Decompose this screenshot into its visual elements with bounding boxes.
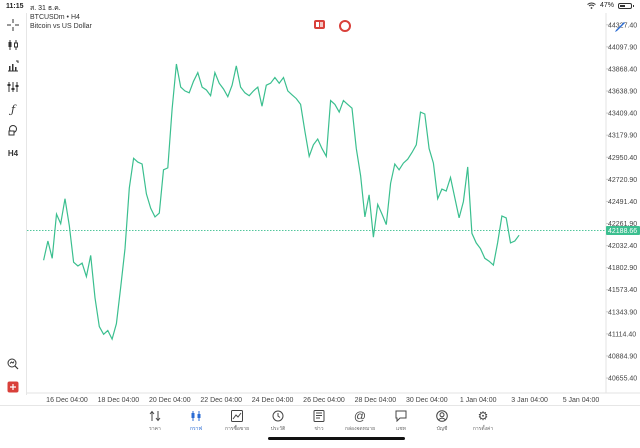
x-tick-label: 5 Jan 04:00 bbox=[563, 397, 600, 404]
indicators-icon[interactable] bbox=[5, 58, 21, 74]
y-tick-label: 43868.40 bbox=[608, 66, 637, 73]
candle-type-icon[interactable] bbox=[5, 37, 21, 53]
tab-label: การตั้งค่า bbox=[472, 426, 494, 432]
x-tick-label: 1 Jan 04:00 bbox=[460, 397, 497, 404]
x-tick-label: 3 Jan 04:00 bbox=[511, 397, 548, 404]
x-tick-label: 28 Dec 04:00 bbox=[355, 397, 397, 404]
tab-quotes[interactable]: ราคา bbox=[135, 409, 175, 433]
timeframe-button[interactable]: H4 bbox=[7, 148, 19, 158]
y-tick-label: 43409.40 bbox=[608, 111, 637, 118]
tab-label: ข่าว bbox=[314, 426, 324, 432]
home-indicator bbox=[268, 437, 405, 440]
y-tick-label: 42261.90 bbox=[608, 221, 637, 228]
y-tick-label: 42950.40 bbox=[608, 155, 637, 162]
settings-sliders-icon[interactable] bbox=[5, 79, 21, 95]
draw-pencil-icon[interactable] bbox=[614, 21, 626, 33]
crosshair-icon[interactable] bbox=[5, 17, 21, 33]
objects-icon[interactable] bbox=[5, 122, 21, 138]
x-tick-label: 26 Dec 04:00 bbox=[303, 397, 345, 404]
tab-trade[interactable]: การซื้อขาย bbox=[217, 409, 257, 433]
y-tick-label: 40884.90 bbox=[608, 353, 637, 360]
chart-symbol: BTCUSDm • H4 bbox=[30, 14, 80, 21]
current-price-badge: 42188.66 bbox=[608, 228, 637, 235]
function-icon[interactable]: ƒ bbox=[10, 102, 16, 116]
tab-news[interactable]: ข่าว bbox=[299, 409, 339, 433]
y-tick-label: 41802.90 bbox=[608, 265, 637, 272]
y-tick-label: 43179.90 bbox=[608, 133, 637, 140]
tab-label: แชท bbox=[396, 426, 406, 432]
news-icon bbox=[312, 409, 326, 423]
bottom-tab-bar: ราคา กราฟ การซื้อขาย ประวัติ ข่าว @ กล่อ… bbox=[0, 405, 640, 448]
tab-label: ราคา bbox=[149, 426, 161, 432]
zoom-icon[interactable] bbox=[5, 356, 21, 372]
y-tick-label: 42720.90 bbox=[608, 177, 637, 184]
y-tick-label: 41114.40 bbox=[608, 331, 636, 338]
y-tick-label: 41343.90 bbox=[608, 309, 637, 316]
y-tick-label: 42032.40 bbox=[608, 243, 637, 250]
x-tick-label: 30 Dec 04:00 bbox=[406, 397, 448, 404]
status-bar: 11:15 ส. 31 ธ.ค. 47% bbox=[0, 0, 640, 13]
x-tick-label: 22 Dec 04:00 bbox=[200, 397, 242, 404]
battery-percent: 47% bbox=[599, 2, 614, 9]
tab-history[interactable]: ประวัติ bbox=[258, 409, 298, 433]
chart-area[interactable]: 44327.40 44097.90 43868.40 43638.90 43409.40… bbox=[27, 13, 640, 405]
status-time: 11:15 bbox=[6, 3, 24, 10]
left-toolbar: ƒ H4 bbox=[0, 13, 27, 395]
y-tick-label: 44097.90 bbox=[608, 44, 637, 51]
chart-description: Bitcoin vs US Dollar bbox=[30, 23, 92, 30]
price-series-line bbox=[43, 63, 520, 341]
y-tick-label: 40655.40 bbox=[608, 376, 637, 383]
tab-settings[interactable]: ⚙ การตั้งค่า bbox=[463, 409, 503, 433]
y-tick-label: 44327.40 bbox=[608, 22, 637, 29]
one-click-buy-icon[interactable] bbox=[314, 20, 325, 29]
x-tick-label: 24 Dec 04:00 bbox=[252, 397, 294, 404]
y-tick-label: 42491.40 bbox=[608, 199, 637, 206]
x-tick-label: 18 Dec 04:00 bbox=[98, 397, 140, 404]
history-icon bbox=[271, 409, 285, 423]
gear-icon: ⚙ bbox=[477, 409, 489, 423]
at-icon: @ bbox=[353, 409, 367, 423]
trend-icon bbox=[230, 409, 244, 423]
tab-account[interactable]: บัญชี bbox=[422, 409, 462, 433]
current-price-badge-bg bbox=[606, 226, 640, 236]
tab-chat[interactable]: แชท bbox=[381, 409, 421, 433]
one-click-trading-icon[interactable] bbox=[5, 379, 21, 395]
candles-icon bbox=[189, 409, 203, 423]
wifi-icon bbox=[587, 2, 596, 9]
tab-chart[interactable]: กราฟ bbox=[176, 409, 216, 433]
price-chart[interactable]: 44327.40 44097.90 43868.40 43638.90 43409.40… bbox=[27, 13, 640, 405]
tab-label: ประวัติ bbox=[270, 426, 286, 432]
arrows-updown-icon bbox=[148, 409, 162, 423]
y-tick-label: 41573.40 bbox=[608, 287, 637, 294]
account-icon bbox=[435, 409, 449, 423]
trade-toggle-icon[interactable] bbox=[339, 20, 351, 32]
tab-label: กล่องจดหมาย bbox=[344, 426, 376, 432]
tab-label: การซื้อขาย bbox=[224, 426, 250, 432]
x-tick-label: 16 Dec 04:00 bbox=[46, 397, 88, 404]
y-tick-label: 43638.90 bbox=[608, 89, 637, 96]
tab-label: กราฟ bbox=[189, 426, 203, 432]
tab-label: บัญชี bbox=[436, 426, 448, 432]
x-tick-label: 20 Dec 04:00 bbox=[149, 397, 191, 404]
battery-icon bbox=[618, 2, 634, 9]
status-date: ส. 31 ธ.ค. bbox=[30, 5, 61, 12]
chat-icon bbox=[394, 409, 408, 423]
tab-mailbox[interactable]: @ กล่องจดหมาย bbox=[340, 409, 380, 433]
